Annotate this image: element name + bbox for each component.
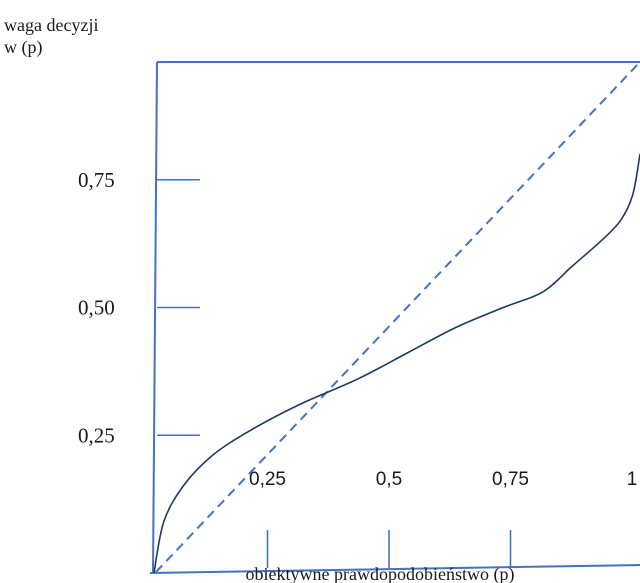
y-tick-label: 0,25 (78, 423, 115, 447)
x-ticks: 0,25 0,5 0,75 1 (249, 469, 637, 568)
y-ticks: 0,25 0,50 0,75 (78, 168, 200, 447)
identity-diagonal-line (155, 61, 640, 573)
y-axis-label-line1: waga decyzji (4, 15, 98, 35)
y-tick-label: 0,50 (78, 296, 115, 320)
y-axis-label-line2: w (p) (4, 37, 43, 58)
decision-weight-curve (153, 153, 640, 574)
x-tick-label: 0,25 (249, 469, 286, 490)
y-tick-label: 0,75 (78, 168, 115, 192)
x-tick-label: 0,5 (376, 469, 402, 490)
x-tick-label: 0,75 (492, 469, 529, 490)
x-axis (149, 564, 640, 574)
y-axis (152, 61, 158, 574)
x-tick-label: 1 (627, 469, 638, 490)
x-axis-label: obiektywne prawdopodobieństwo (p) (246, 564, 515, 583)
